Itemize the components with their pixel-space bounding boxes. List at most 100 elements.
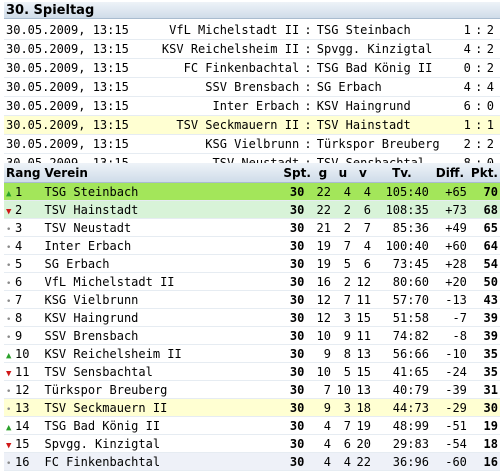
team-name[interactable]: Türkspor Breuberg [42,380,282,399]
points: 54 [468,254,500,273]
games-played: 30 [281,254,313,273]
rank-number: 8 [15,310,23,325]
header-diff[interactable]: Diff. [430,163,469,183]
match-score-separator: : [472,58,485,78]
wins: 16 [312,272,333,291]
match-row: 30.05.2009, 13:15 KSV Reichelsheim II: Spv… [4,39,500,59]
triangle-up-icon: ▲ [6,188,12,199]
match-away-team[interactable]: KSV Haingrund [314,96,456,116]
table-row: • 6 VfL Michelstadt II 30 16 2 12 80:60 +20 50 [4,272,500,291]
goal-ratio: 48:99 [372,416,431,435]
match-home-team[interactable]: SSV Brensbach [130,77,302,97]
match-home-team[interactable]: FC Finkenbachtal [130,58,302,78]
goal-ratio: 73:45 [372,254,431,273]
team-name[interactable]: TSV Seckmauern II [42,398,282,417]
team-name[interactable]: KSV Reichelsheim II [42,344,282,363]
dot-icon: • [6,278,12,289]
team-name[interactable]: TSV Sensbachtal [42,362,282,381]
match-home-team[interactable]: Inter Erbach [130,96,302,116]
points: 39 [468,308,500,327]
losses: 15 [352,308,373,327]
losses: 12 [352,272,373,291]
wins: 9 [312,344,333,363]
team-name[interactable]: TSG Steinbach [42,182,282,201]
match-away-team[interactable]: TSG Steinbach [314,21,456,40]
games-played: 30 [281,326,313,345]
goal-ratio: 36:96 [372,452,431,471]
rank-cell: • 9 [4,326,43,345]
header-points[interactable]: Pkt. [468,163,500,183]
points: 70 [468,182,500,201]
team-name[interactable]: FC Finkenbachtal [42,452,282,471]
header-team[interactable]: Verein [42,163,282,183]
match-away-team[interactable]: TSV Hainstadt [314,115,456,135]
games-played: 30 [281,182,313,201]
header-draws[interactable]: u [332,163,353,183]
points: 35 [468,362,500,381]
games-played: 30 [281,398,313,417]
match-row: 30.05.2009, 13:15 FC Finkenbachtal: TSG Ba… [4,58,500,78]
team-name[interactable]: TSV Neustadt [42,218,282,237]
standings-header-row: Rang Verein Spt. g u v Tv. Diff. Pkt. [4,163,500,183]
rank-number: 4 [15,238,23,253]
match-away-team[interactable]: Türkspor Breuberg [314,134,456,154]
team-name[interactable]: TSV Hainstadt [42,200,282,219]
team-name[interactable]: KSG Vielbrunn [42,290,282,309]
match-away-team[interactable]: TSG Bad König II [314,58,456,78]
goal-ratio: 100:40 [372,236,431,255]
goal-ratio: 57:70 [372,290,431,309]
rank-cell: ▲ 1 [4,182,43,201]
rank-cell: • 4 [4,236,43,255]
match-home-team[interactable]: KSG Vielbrunn [130,134,302,154]
match-home-goals: 1 [455,21,473,40]
rank-cell: • 12 [4,380,43,399]
wins: 10 [312,326,333,345]
match-home-team[interactable]: VfL Michelstadt II [130,21,302,40]
team-name[interactable]: Inter Erbach [42,236,282,255]
table-row: • 5 SG Erbach 30 19 5 6 73:45 +28 54 [4,254,500,273]
games-played: 30 [281,218,313,237]
points: 19 [468,416,500,435]
header-rank[interactable]: Rang [4,163,43,183]
header-goals[interactable]: Tv. [372,163,431,183]
goal-difference: -24 [430,362,469,381]
losses: 11 [352,326,373,345]
match-home-team[interactable]: KSV Reichelsheim II [130,39,302,59]
team-name[interactable]: VfL Michelstadt II [42,272,282,291]
header-wins[interactable]: g [312,163,333,183]
table-row: • 12 Türkspor Breuberg 30 7 10 13 40:79 -39 31 [4,380,500,399]
dot-icon: • [6,224,12,235]
losses: 11 [352,290,373,309]
match-home-goals: 4 [455,77,473,97]
draws: 7 [332,236,353,255]
dot-icon: • [6,260,12,271]
rank-cell: ▼ 2 [4,200,43,219]
wins: 19 [312,236,333,255]
goal-difference: +73 [430,200,469,219]
match-row: 30.05.2009, 13:15 TSV Seckmauern II: TSV H… [4,115,500,135]
triangle-down-icon: ▼ [6,440,12,451]
points: 31 [468,380,500,399]
match-home-team[interactable]: TSV Seckmauern II [130,115,302,135]
losses: 13 [352,344,373,363]
match-home-goals: 4 [455,39,473,59]
losses: 18 [352,398,373,417]
team-name[interactable]: SSV Brensbach [42,326,282,345]
team-name[interactable]: KSV Haingrund [42,308,282,327]
points: 39 [468,326,500,345]
team-name[interactable]: SG Erbach [42,254,282,273]
rank-number: 11 [15,364,30,379]
losses: 4 [352,182,373,201]
match-score-separator: : [472,77,485,97]
match-away-team[interactable]: SG Erbach [314,77,456,97]
losses: 13 [352,380,373,399]
header-losses[interactable]: v [352,163,373,183]
header-games[interactable]: Spt. [281,163,313,183]
team-name[interactable]: TSG Bad König II [42,416,282,435]
goal-ratio: 40:79 [372,380,431,399]
goal-difference: +65 [430,182,469,201]
match-date: 30.05.2009, 13:15 [4,96,131,116]
match-away-goals: 0 [484,96,500,116]
goal-difference: +28 [430,254,469,273]
match-away-team[interactable]: Spvgg. Kinzigtal [314,39,456,59]
